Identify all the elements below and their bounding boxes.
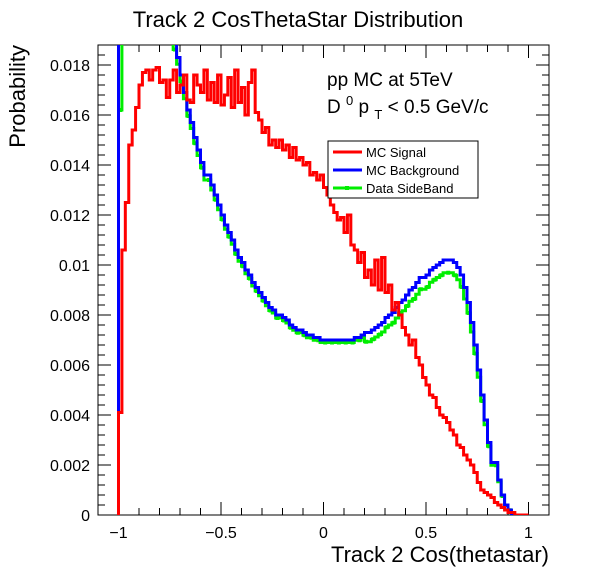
x-axis: −1 −0.5 0 0.5 1 (97, 45, 550, 542)
sideband-marker (391, 320, 396, 325)
sideband-marker (439, 273, 444, 278)
sideband-marker (343, 340, 348, 345)
sideband-marker (241, 264, 246, 269)
y-axis: 0 0.002 0.004 0.006 0.008 0.01 0.012 0.014 0.016… (50, 44, 549, 525)
legend: MC Signal MC Background Data SideBand (327, 140, 479, 199)
y-tick-label: 0.002 (50, 458, 90, 475)
sideband-marker (364, 339, 369, 344)
sideband-marker (248, 276, 253, 281)
y-tick-label: 0.014 (50, 158, 90, 175)
sideband-marker (487, 444, 492, 449)
sideband-marker (227, 234, 232, 239)
annotation-p: p (359, 97, 370, 118)
sideband-marker (172, 47, 177, 52)
sideband-marker (186, 114, 191, 118)
sideband-marker (268, 308, 273, 313)
sideband-marker (384, 325, 389, 330)
legend-label-sideband: Data SideBand (366, 181, 453, 196)
y-tick-label: 0.008 (50, 308, 90, 325)
series-layer (117, 45, 529, 515)
sideband-marker (466, 311, 471, 315)
sideband-marker (254, 289, 259, 293)
sideband-marker (302, 333, 307, 338)
annotation-d: D (327, 97, 341, 118)
sideband-marker (289, 325, 294, 330)
sideband-marker (200, 165, 205, 170)
sideband-marker (316, 338, 321, 343)
sideband-marker (275, 316, 280, 320)
sideband-marker (357, 338, 362, 343)
sideband-marker (118, 108, 123, 112)
series-mc-signal (117, 66, 529, 515)
sideband-marker (473, 351, 478, 356)
sideband-marker (480, 399, 485, 403)
sideband-marker (207, 178, 212, 182)
sideband-marker (323, 340, 328, 345)
legend-label-signal: MC Signal (366, 145, 426, 160)
sideband-marker (350, 340, 355, 345)
sideband-marker (405, 304, 410, 308)
annotation-line-1: pp MC at 5TeV (327, 70, 453, 91)
sideband-marker (494, 463, 499, 468)
annotation-p-sub: T (374, 107, 382, 122)
sideband-marker (459, 285, 464, 289)
y-axis-label: Probability (5, 45, 30, 148)
sideband-marker (432, 277, 437, 282)
annotation-rest: < 0.5 GeV/c (388, 97, 489, 118)
legend-marker-sideband (345, 186, 349, 190)
x-tick-label: −1 (109, 525, 127, 542)
sideband-marker (412, 297, 417, 301)
sideband-marker (220, 217, 225, 222)
chart-title: Track 2 CosThetaStar Distribution (133, 7, 464, 32)
sideband-marker (336, 340, 341, 345)
x-tick-label: 1 (524, 525, 533, 542)
sideband-marker (234, 252, 239, 256)
y-tick-label: 0.012 (50, 208, 90, 225)
y-tick-label: 0 (81, 508, 90, 525)
sideband-marker (282, 318, 287, 323)
x-tick-label: 0 (319, 525, 328, 542)
sideband-marker (179, 79, 184, 84)
annotation: pp MC at 5TeV D 0 p T < 0.5 GeV/c (327, 70, 489, 124)
sideband-marker (330, 340, 335, 345)
sideband-marker (377, 332, 382, 337)
sideband-marker (261, 298, 266, 303)
sideband-marker (309, 335, 314, 340)
sideband-marker (418, 287, 423, 292)
y-tick-label: 0.006 (50, 358, 90, 375)
series-mc-background (117, 45, 529, 515)
sideband-marker (446, 270, 451, 275)
sideband-marker (398, 311, 403, 315)
y-tick-label: 0.01 (59, 258, 90, 275)
sideband-marker (295, 330, 300, 335)
x-tick-label: 0.5 (415, 525, 437, 542)
sideband-marker (213, 197, 218, 202)
sideband-marker (371, 337, 376, 342)
sideband-marker (425, 285, 430, 289)
x-axis-label: Track 2 Cos(thetastar) (331, 542, 549, 567)
y-tick-label: 0.004 (50, 408, 90, 425)
y-tick-label: 0.018 (50, 58, 90, 75)
sideband-marker (453, 273, 458, 278)
annotation-d-sup: 0 (346, 93, 353, 108)
legend-label-background: MC Background (366, 163, 459, 178)
x-tick-label: −0.5 (205, 525, 237, 542)
annotation-line-2: D 0 p T < 0.5 GeV/c (327, 89, 489, 124)
y-tick-label: 0.016 (50, 108, 90, 125)
sideband-marker (193, 141, 198, 146)
